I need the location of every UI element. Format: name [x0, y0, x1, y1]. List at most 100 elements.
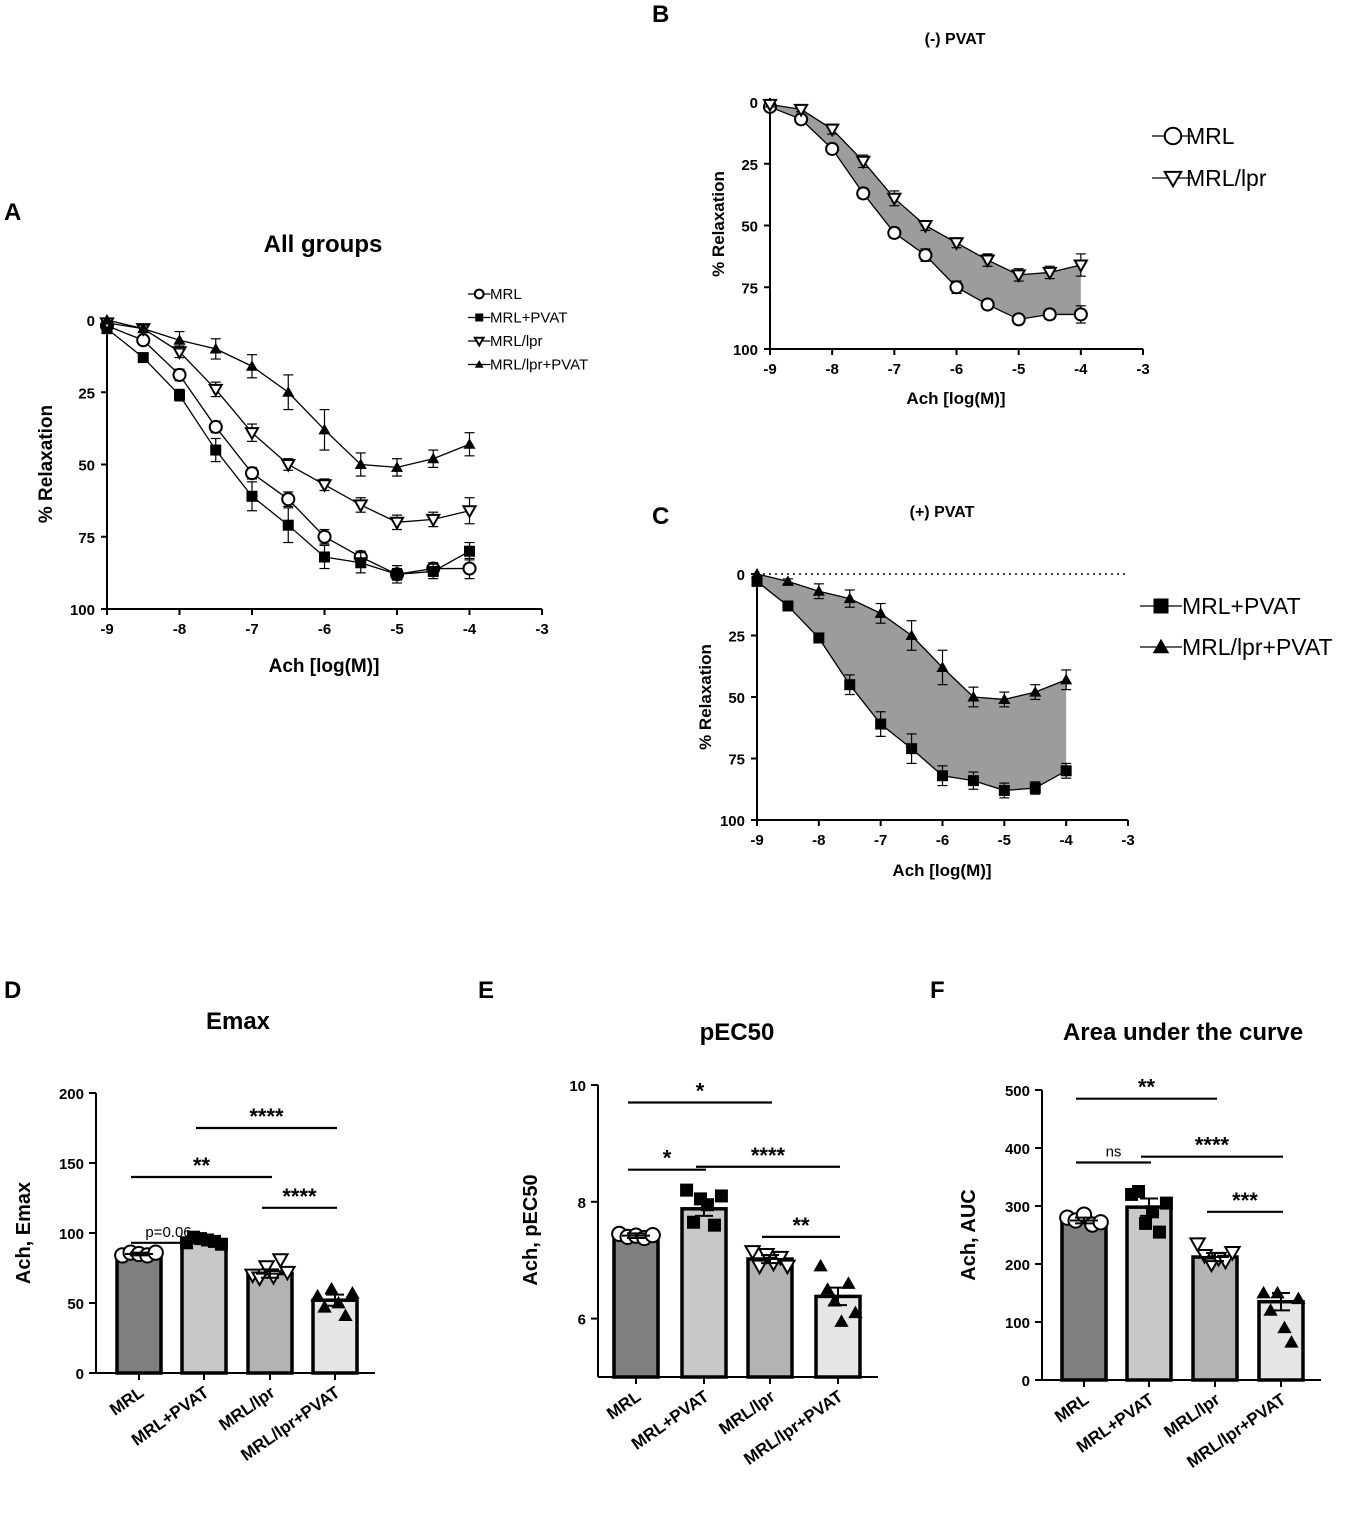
- individual-point: [338, 1308, 353, 1321]
- series-mrl-lpr: [762, 98, 1089, 283]
- data-point: [980, 297, 995, 312]
- significance-label: **: [193, 1153, 211, 1178]
- legend-label: MRL/lpr+PVAT: [490, 357, 588, 374]
- significance-label: p=0.06: [145, 1224, 191, 1241]
- data-point: [318, 423, 331, 435]
- data-point: [762, 98, 778, 113]
- significance-label: **: [792, 1213, 810, 1238]
- y-tick-label: 0: [737, 567, 745, 584]
- y-tick-label: 50: [741, 219, 758, 236]
- data-point: [280, 458, 297, 473]
- legend-label: MRL: [1186, 123, 1235, 149]
- individual-point: [1159, 1196, 1173, 1210]
- data-point: [1041, 266, 1058, 281]
- x-tick-label: -5: [998, 832, 1011, 849]
- significance-label: ****: [282, 1184, 317, 1209]
- individual-point: [1223, 1246, 1242, 1262]
- data-point: [824, 123, 840, 138]
- y-tick-label: 200: [1005, 1257, 1030, 1274]
- bar-mrl-lpr-pvat: [814, 1294, 862, 1379]
- panel-label: E: [478, 977, 494, 1004]
- data-point: [245, 360, 259, 371]
- data-point: [210, 444, 222, 456]
- y-tick-label: 500: [1005, 1083, 1030, 1100]
- y-tick-label: 75: [728, 752, 745, 769]
- individual-point: [1132, 1185, 1146, 1198]
- data-point: [813, 632, 825, 644]
- x-tick-label: -6: [318, 621, 331, 638]
- data-point: [782, 600, 794, 612]
- data-point: [390, 461, 404, 472]
- y-axis-label: % Relaxation: [696, 644, 715, 750]
- shaded-area: [757, 574, 1067, 791]
- individual-point: [324, 1281, 339, 1295]
- individual-point: [1188, 1237, 1207, 1253]
- bar-mrl: [612, 1233, 660, 1379]
- data-point: [1042, 307, 1057, 322]
- y-tick-label: 100: [70, 602, 95, 619]
- data-point: [208, 419, 223, 434]
- series-mrl-lpr-pvat: [750, 567, 1073, 708]
- chart-title: pEC50: [700, 1019, 775, 1046]
- individual-point: [310, 1288, 325, 1302]
- data-point: [463, 438, 476, 449]
- individual-point: [1152, 1225, 1166, 1239]
- data-point: [174, 389, 185, 401]
- series-mrl-pvat: [751, 575, 1072, 799]
- x-tick-label: -9: [750, 832, 763, 849]
- y-axis-label: Ach, AUC: [958, 1189, 980, 1280]
- y-tick-label: 0: [1022, 1373, 1030, 1390]
- x-tick-label: MRL/lpr: [716, 1386, 779, 1438]
- chart-title: (+) PVAT: [910, 504, 975, 521]
- legend-label: MRL/lpr: [1186, 165, 1267, 191]
- x-tick-label: -6: [936, 832, 949, 849]
- y-tick-label: 25: [728, 629, 745, 646]
- data-point: [843, 592, 856, 604]
- bar-mrl-lpr: [246, 1271, 294, 1375]
- data-point: [855, 155, 872, 170]
- x-tick-label: -3: [1121, 832, 1134, 849]
- bar-mrl-lpr: [1191, 1255, 1239, 1382]
- legend-label: MRL/lpr: [490, 333, 543, 350]
- panel-label: A: [4, 199, 21, 226]
- individual-point: [813, 1258, 828, 1272]
- bar-mrl: [1060, 1218, 1108, 1382]
- y-axis-label: % Relaxation: [36, 405, 57, 523]
- x-tick-label: -7: [245, 621, 258, 638]
- data-point: [918, 248, 933, 263]
- individual-point: [687, 1215, 701, 1229]
- significance-label: ****: [249, 1104, 284, 1129]
- data-point: [936, 661, 949, 673]
- data-point: [244, 427, 260, 441]
- y-tick-label: 50: [78, 458, 95, 475]
- x-axis-label: Ach [log(M)]: [269, 656, 380, 677]
- panel-a: A All groups 0 25 50 75 100 -9 -8 -7 -6 -5 -4 -3 Ach […: [4, 199, 588, 677]
- data-point: [998, 784, 1010, 796]
- data-point: [1060, 673, 1073, 685]
- individual-point: [848, 1305, 863, 1319]
- x-tick-label: -8: [173, 621, 186, 638]
- bar-mrl: [115, 1252, 163, 1375]
- y-tick-label: 25: [741, 157, 758, 174]
- series-mrl-pvat: [101, 323, 475, 584]
- data-point: [281, 492, 296, 507]
- data-point: [979, 254, 996, 269]
- data-point: [282, 386, 295, 397]
- y-axis-label: Ach, pEC50: [520, 1174, 542, 1285]
- panel-label: C: [652, 503, 669, 530]
- x-tick-label: MRL+PVAT: [628, 1386, 713, 1453]
- significance-label: *: [663, 1146, 672, 1171]
- data-point: [462, 561, 477, 576]
- data-point: [905, 629, 918, 641]
- individual-point: [820, 1282, 835, 1295]
- x-tick-label: MRL: [603, 1387, 644, 1424]
- data-point: [825, 141, 840, 156]
- legend-marker: [473, 336, 486, 348]
- data-point: [391, 568, 403, 580]
- panel-f: F Area under the curve Ach, AUC 0 100 200 300 4…: [930, 977, 1321, 1472]
- individual-point: [271, 1253, 290, 1269]
- legend-marker: [475, 313, 484, 322]
- panel-label: D: [4, 977, 21, 1004]
- y-tick-label: 100: [720, 813, 745, 830]
- data-point: [948, 237, 965, 251]
